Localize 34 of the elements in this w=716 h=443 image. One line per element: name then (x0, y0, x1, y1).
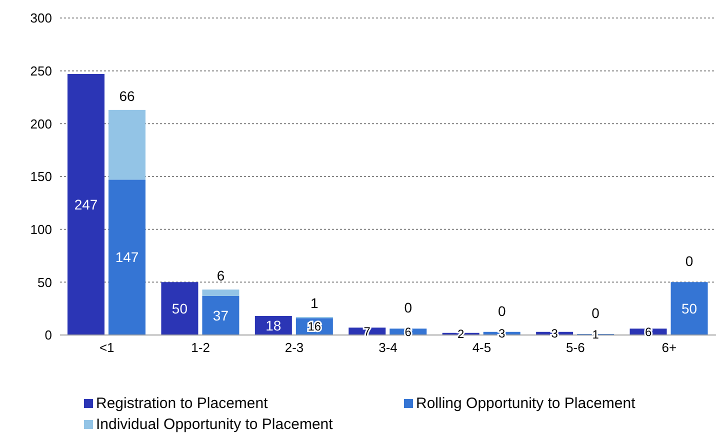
data-label: 66 (119, 88, 135, 104)
legend-label: Individual Opportunity to Placement (96, 416, 333, 433)
x-tick-label: <1 (99, 340, 114, 356)
y-tick-label: 150 (30, 169, 52, 184)
legend-label: Rolling Opportunity to Placement (416, 395, 636, 412)
y-tick-label: 300 (30, 10, 52, 26)
data-label: 16 (308, 320, 322, 334)
y-tick-label: 0 (44, 328, 52, 343)
data-label: 50 (681, 300, 698, 316)
annotation: 0 (498, 302, 506, 319)
data-label: 3 (551, 326, 558, 341)
y-tick-label: 200 (30, 116, 52, 132)
x-tick-label: 1-2 (191, 340, 210, 356)
x-tick-label: 4-5 (472, 340, 492, 356)
data-label: 6 (216, 268, 225, 284)
y-tick-label: 100 (30, 222, 52, 237)
data-label: 147 (115, 249, 139, 266)
data-label: 3 (498, 326, 506, 341)
data-label: 37 (212, 307, 229, 324)
legend-label: Registration to Placement (96, 395, 268, 412)
data-label: 1 (310, 295, 319, 312)
y-tick-label: 250 (30, 63, 52, 78)
x-tick-label: 5-6 (566, 340, 585, 356)
data-label: 50 (172, 300, 188, 316)
data-label: 247 (74, 196, 98, 212)
annotation: 0 (404, 300, 412, 316)
annotation: 0 (685, 253, 694, 270)
x-tick-label: 3-4 (378, 340, 398, 356)
x-tick-label: 2-3 (284, 340, 304, 356)
annotation: 0 (592, 304, 600, 321)
data-label: 6 (404, 325, 412, 340)
data-label: 18 (266, 317, 282, 334)
x-tick-label: 6+ (662, 340, 677, 356)
y-tick-label: 50 (38, 274, 52, 290)
